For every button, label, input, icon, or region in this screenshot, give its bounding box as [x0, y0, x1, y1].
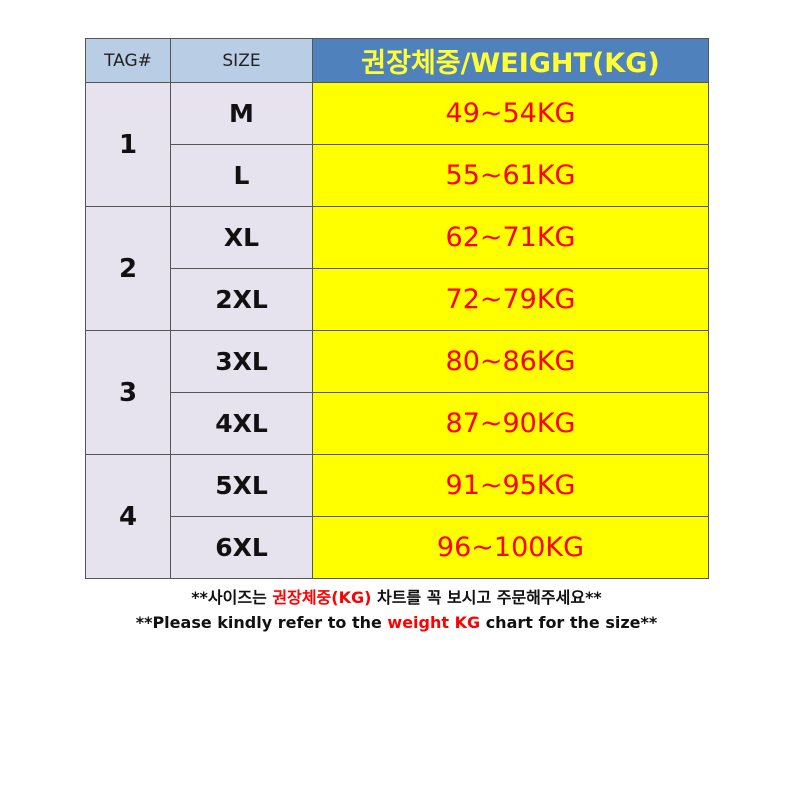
table-row: 2XL 72~79KG: [86, 268, 709, 331]
english-note: **Please kindly refer to the weight KG c…: [85, 613, 708, 632]
weight-cell: 55~61KG: [312, 144, 709, 207]
tag-cell: 4: [85, 454, 171, 579]
korean-note: **사이즈는 권장체중(KG) 차트를 꼭 보시고 주문해주세요**: [85, 584, 708, 608]
table-row: 6XL 96~100KG: [86, 516, 709, 579]
header-size: SIZE: [170, 38, 313, 83]
table-row: L 55~61KG: [86, 144, 709, 207]
korean-note-highlight: 권장체중(KG): [272, 588, 372, 607]
weight-cell: 80~86KG: [312, 330, 709, 393]
tag-cell: 2: [85, 206, 171, 331]
header-tag: TAG#: [85, 38, 171, 83]
weight-cell: 62~71KG: [312, 206, 709, 269]
korean-note-suffix: 차트를 꼭 보시고 주문해주세요**: [371, 588, 602, 607]
table-row: 4XL 87~90KG: [86, 392, 709, 455]
english-note-prefix: **Please kindly refer to the: [135, 613, 388, 632]
english-note-highlight: weight KG: [387, 613, 481, 632]
size-cell: L: [170, 144, 313, 207]
weight-cell: 87~90KG: [312, 392, 709, 455]
size-cell: 6XL: [170, 516, 313, 579]
weight-cell: 96~100KG: [312, 516, 709, 579]
header-row: TAG# SIZE 권장체중/WEIGHT(KG): [85, 38, 709, 83]
size-cell: 4XL: [170, 392, 313, 455]
tag-cell: 3: [85, 330, 171, 455]
weight-cell: 49~54KG: [312, 82, 709, 145]
table-row: 4 5XL 91~95KG: [85, 454, 709, 579]
english-note-suffix: chart for the size**: [480, 613, 658, 632]
size-cell: 5XL: [170, 454, 313, 517]
size-cell: 2XL: [170, 268, 313, 331]
table-row: 2 XL 62~71KG: [85, 206, 709, 331]
weight-cell: 72~79KG: [312, 268, 709, 331]
table-row: 1 M 49~54KG: [85, 82, 709, 207]
size-cell: XL: [170, 206, 313, 269]
korean-note-prefix: **사이즈는: [191, 588, 273, 607]
header-weight: 권장체중/WEIGHT(KG): [312, 38, 709, 83]
table-row: 3 3XL 80~86KG: [85, 330, 709, 455]
size-cell: 3XL: [170, 330, 313, 393]
weight-cell: 91~95KG: [312, 454, 709, 517]
size-chart-table: TAG# SIZE 권장체중/WEIGHT(KG) 1 M 49~54KG L …: [85, 38, 709, 579]
size-cell: M: [170, 82, 313, 145]
tag-cell: 1: [85, 82, 171, 207]
